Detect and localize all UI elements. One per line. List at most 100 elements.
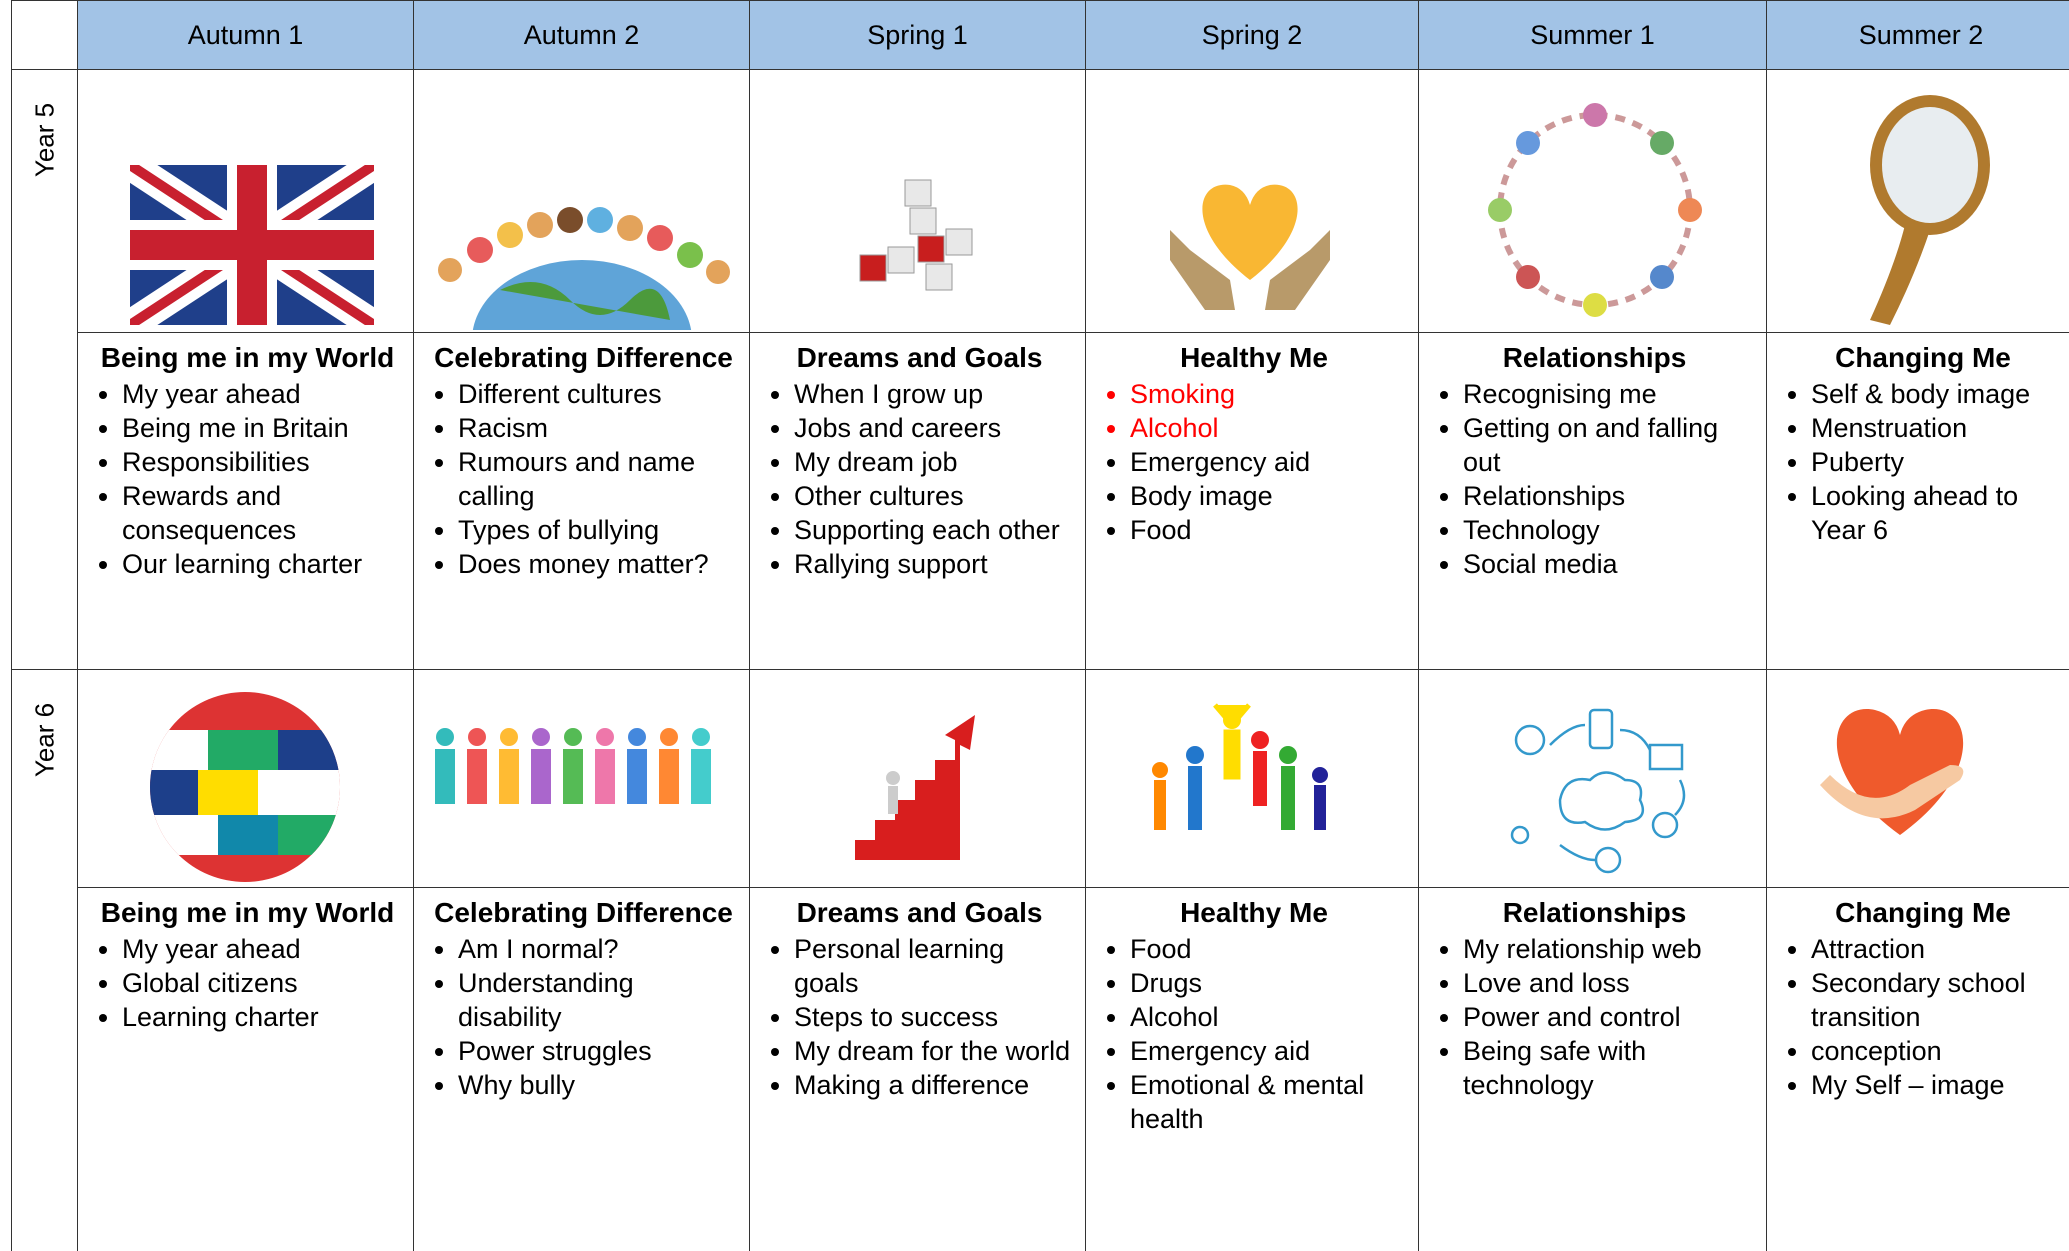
image-cell xyxy=(413,669,749,887)
topic-item: Rumours and name calling xyxy=(458,445,739,513)
topic-item: Different cultures xyxy=(458,377,739,411)
topic-list: FoodDrugsAlcoholEmergency aidEmotional &… xyxy=(1100,932,1408,1136)
header-cell: Summer 2 xyxy=(1766,0,2069,69)
topic-item: Being me in Britain xyxy=(122,411,403,445)
topic-title: Healthy Me xyxy=(1180,342,1328,373)
stairs-icon xyxy=(855,715,975,860)
topic-list: When I grow upJobs and careersMy dream j… xyxy=(764,377,1075,581)
heart-hug-icon xyxy=(1820,709,1964,835)
image-cell xyxy=(749,69,1085,332)
topic-item: My relationship web xyxy=(1463,932,1756,966)
topic-list: Self & body imageMenstruationPubertyLook… xyxy=(1781,377,2065,547)
topic-item: When I grow up xyxy=(794,377,1075,411)
topic-item: Racism xyxy=(458,411,739,445)
image-cell xyxy=(749,669,1085,887)
mirror-icon xyxy=(1870,95,1990,325)
header-cell: Summer 1 xyxy=(1418,0,1766,69)
topic-item: Relationships xyxy=(1463,479,1756,513)
topic-item: Love and loss xyxy=(1463,966,1756,1000)
topic-list: My year aheadGlobal citizensLearning cha… xyxy=(92,932,403,1034)
image-cell xyxy=(77,669,413,887)
uk-flag-icon xyxy=(130,165,374,325)
topic-cell: Relationships My relationship webLove and… xyxy=(1418,887,1766,1251)
jumping-people-icon xyxy=(1152,703,1328,830)
image-cell xyxy=(1418,69,1766,332)
topic-item: Puberty xyxy=(1811,445,2065,479)
goal-plan-icon xyxy=(859,179,973,291)
header-cell: Spring 1 xyxy=(749,0,1085,69)
topic-title: Celebrating Difference xyxy=(434,897,733,928)
topic-item: Emergency aid xyxy=(1130,445,1408,479)
topic-cell: Being me in my World My year aheadBeing m… xyxy=(77,332,413,669)
image-cell xyxy=(1085,69,1418,332)
topic-item: My year ahead xyxy=(122,377,403,411)
topic-title: Dreams and Goals xyxy=(796,342,1043,373)
topic-item: Alcohol xyxy=(1130,1000,1408,1034)
topic-item: Secondary school transition xyxy=(1811,966,2065,1034)
topic-item: Food xyxy=(1130,932,1408,966)
row-label-cell: Year 6 xyxy=(11,669,77,1251)
topic-item: Technology xyxy=(1463,513,1756,547)
topic-list: Recognising meGetting on and falling out… xyxy=(1433,377,1756,581)
topic-item: Social media xyxy=(1463,547,1756,581)
topic-item: Recognising me xyxy=(1463,377,1756,411)
row-label: Year 5 xyxy=(29,102,59,178)
topic-cell: RelationshipsRecognising meGetting on an… xyxy=(1418,332,1766,669)
topic-item: My year ahead xyxy=(122,932,403,966)
topic-item: Our learning charter xyxy=(122,547,403,581)
topic-title: Healthy Me xyxy=(1180,897,1328,928)
topic-item: Does money matter? xyxy=(458,547,739,581)
topic-item: My dream job xyxy=(794,445,1075,479)
topic-title: Being me in my World xyxy=(100,342,395,373)
image-cell xyxy=(1766,669,2069,887)
topic-list: SmokingAlcoholEmergency aidBody imageFoo… xyxy=(1100,377,1408,547)
flag-globe-icon xyxy=(150,692,340,882)
topic-item: Power struggles xyxy=(458,1034,739,1068)
circle-of-friends-icon xyxy=(1488,103,1702,317)
tech-web-icon xyxy=(1510,708,1686,874)
topic-list: Different culturesRacismRumours and name… xyxy=(428,377,739,581)
topic-item: Emotional & mental health xyxy=(1130,1068,1408,1136)
topic-item: Power and control xyxy=(1463,1000,1756,1034)
image-cell xyxy=(1085,669,1418,887)
topic-list: Am I normal?Understanding disabilityPowe… xyxy=(428,932,739,1102)
world-people-icon xyxy=(438,207,730,330)
topic-item: Making a difference xyxy=(794,1068,1075,1102)
image-cell xyxy=(413,69,749,332)
corner-cell xyxy=(11,0,77,69)
topic-title: Being me in my World xyxy=(100,897,395,928)
topic-cell: Changing Me AttractionSecondary school tr… xyxy=(1766,887,2069,1251)
topic-item: Looking ahead to Year 6 xyxy=(1811,479,2065,547)
topic-item: Drugs xyxy=(1130,966,1408,1000)
topic-item: Jobs and careers xyxy=(794,411,1075,445)
topic-title: Relationships xyxy=(1502,897,1687,928)
topic-cell: Healthy Me FoodDrugsAlcoholEmergency aidE… xyxy=(1085,887,1418,1251)
topic-cell: Dreams and Goals Personal learning goalsS… xyxy=(749,887,1085,1251)
topic-item: Alcohol xyxy=(1130,411,1408,445)
topic-item: conception xyxy=(1811,1034,2065,1068)
topic-item: Types of bullying xyxy=(458,513,739,547)
topic-cell: Celebrating Difference Am I normal?Unders… xyxy=(413,887,749,1251)
topic-item: Personal learning goals xyxy=(794,932,1075,1000)
topic-item: Being safe with technology xyxy=(1463,1034,1756,1102)
topic-item: Am I normal? xyxy=(458,932,739,966)
topic-item: Smoking xyxy=(1130,377,1408,411)
topic-title: Changing Me xyxy=(1835,342,2011,373)
topic-cell: Healthy Me SmokingAlcoholEmergency aidBod… xyxy=(1085,332,1418,669)
topic-cell: Dreams and Goals When I grow upJobs and c… xyxy=(749,332,1085,669)
topic-title: Celebrating Difference xyxy=(434,342,733,373)
topic-item: Rewards and consequences xyxy=(122,479,403,547)
topic-item: Other cultures xyxy=(794,479,1075,513)
topic-cell: Celebrating Difference Different cultures… xyxy=(413,332,749,669)
topic-list: AttractionSecondary school transitioncon… xyxy=(1781,932,2065,1102)
topic-list: Personal learning goalsSteps to success M… xyxy=(764,932,1075,1102)
topic-title: Changing Me xyxy=(1835,897,2011,928)
topic-item: Steps to success xyxy=(794,1000,1075,1034)
topic-item: Menstruation xyxy=(1811,411,2065,445)
topic-item: Responsibilities xyxy=(122,445,403,479)
topic-item: Why bully xyxy=(458,1068,739,1102)
header-cell: Autumn 2 xyxy=(413,0,749,69)
topic-item: Self & body image xyxy=(1811,377,2065,411)
topic-cell: Changing Me Self & body imageMenstruation… xyxy=(1766,332,2069,669)
